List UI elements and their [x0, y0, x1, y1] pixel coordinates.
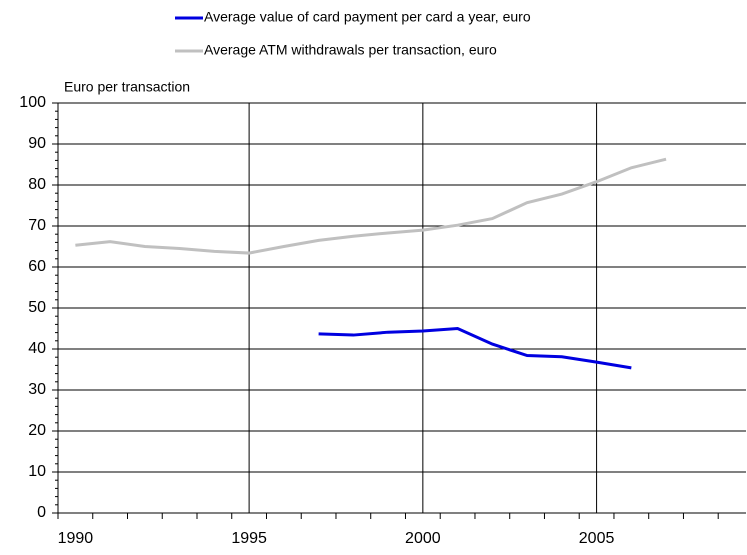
x-tick-label: 1990 [58, 530, 94, 547]
y-tick-label: 80 [28, 176, 46, 193]
y-tick-label: 70 [28, 217, 46, 234]
y-tick-label: 50 [28, 299, 46, 316]
x-tick-label: 2005 [579, 530, 615, 547]
y-tick-label: 30 [28, 381, 46, 398]
y-tick-label: 0 [37, 504, 46, 521]
y-axis-label: Euro per transaction [64, 79, 190, 95]
y-tick-label: 60 [28, 258, 46, 275]
series-line [75, 157, 667, 255]
x-tick-label: 1995 [231, 530, 267, 547]
y-tick-label: 20 [28, 422, 46, 439]
series-line [318, 326, 632, 370]
y-tick-label: 40 [28, 340, 46, 357]
y-tick-label: 10 [28, 463, 46, 480]
y-tick-label: 100 [19, 94, 46, 111]
legend-label: Average value of card payment per card a… [204, 9, 531, 25]
legend-label: Average ATM withdrawals per transaction,… [204, 42, 497, 58]
x-tick-label: 2000 [405, 530, 441, 547]
y-tick-label: 90 [28, 135, 46, 152]
